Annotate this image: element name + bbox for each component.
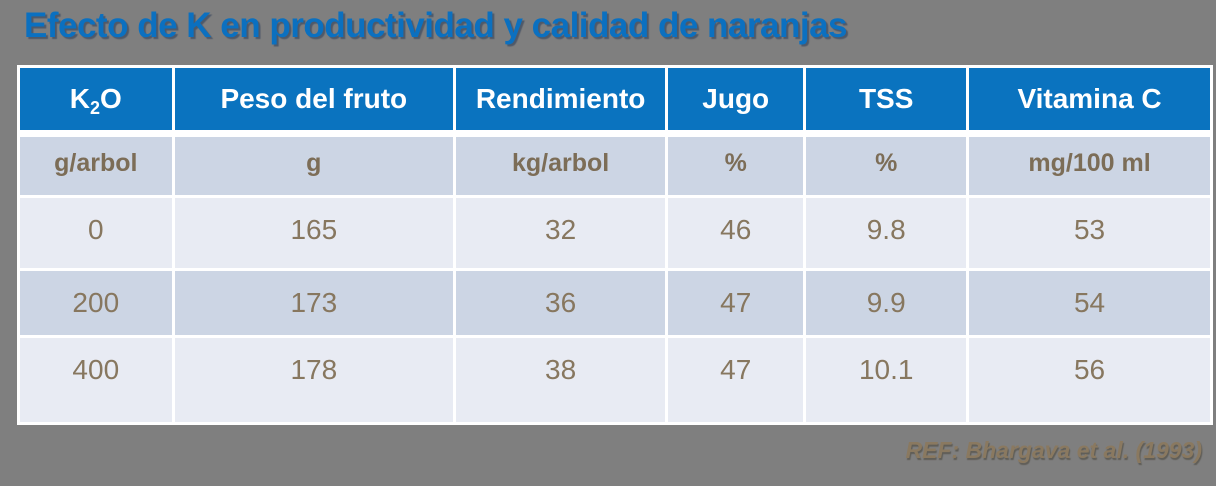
data-cell: 32: [456, 198, 666, 268]
header-cell-tss: TSS: [806, 68, 967, 134]
data-cell: 36: [456, 271, 666, 335]
unit-cell: g/arbol: [20, 137, 172, 195]
data-cell: 200: [20, 271, 172, 335]
header-cell-jugo: Jugo: [668, 68, 804, 134]
k2o-base: K: [69, 83, 90, 114]
data-cell: 9.9: [806, 271, 967, 335]
data-cell: 47: [668, 338, 804, 422]
unit-cell: %: [668, 137, 804, 195]
data-cell: 9.8: [806, 198, 967, 268]
data-cell: 0: [20, 198, 172, 268]
header-cell-rendimiento: Rendimiento: [456, 68, 666, 134]
unit-cell: kg/arbol: [456, 137, 666, 195]
oranges-potassium-table: K2O Peso del fruto Rendimiento Jugo TSS …: [17, 65, 1213, 425]
k2o-tail: O: [100, 83, 122, 114]
data-cell: 173: [174, 271, 454, 335]
data-cell: 400: [20, 338, 172, 422]
reference-citation: REF: Bhargava et al. (1993): [905, 437, 1202, 463]
k2o-subscript: 2: [90, 98, 101, 118]
table-header-row: K2O Peso del fruto Rendimiento Jugo TSS …: [20, 68, 1210, 134]
slide-title: Efecto de K en productividad y calidad d…: [24, 6, 848, 45]
data-cell: 53: [969, 198, 1210, 268]
unit-cell: %: [806, 137, 967, 195]
table-row: 400 178 38 47 10.1 56: [20, 338, 1210, 422]
data-cell: 54: [969, 271, 1210, 335]
data-cell: 10.1: [806, 338, 967, 422]
data-cell: 46: [668, 198, 804, 268]
table-row: 200 173 36 47 9.9 54: [20, 271, 1210, 335]
table-units-row: g/arbol g kg/arbol % % mg/100 ml: [20, 137, 1210, 195]
table-row: 0 165 32 46 9.8 53: [20, 198, 1210, 268]
data-cell: 165: [174, 198, 454, 268]
header-cell-vitamina-c: Vitamina C: [969, 68, 1210, 134]
data-cell: 38: [456, 338, 666, 422]
header-cell-peso: Peso del fruto: [174, 68, 454, 134]
header-cell-k2o: K2O: [20, 68, 172, 134]
unit-cell: mg/100 ml: [969, 137, 1210, 195]
data-cell: 178: [174, 338, 454, 422]
unit-cell: g: [174, 137, 454, 195]
data-cell: 47: [668, 271, 804, 335]
data-cell: 56: [969, 338, 1210, 422]
